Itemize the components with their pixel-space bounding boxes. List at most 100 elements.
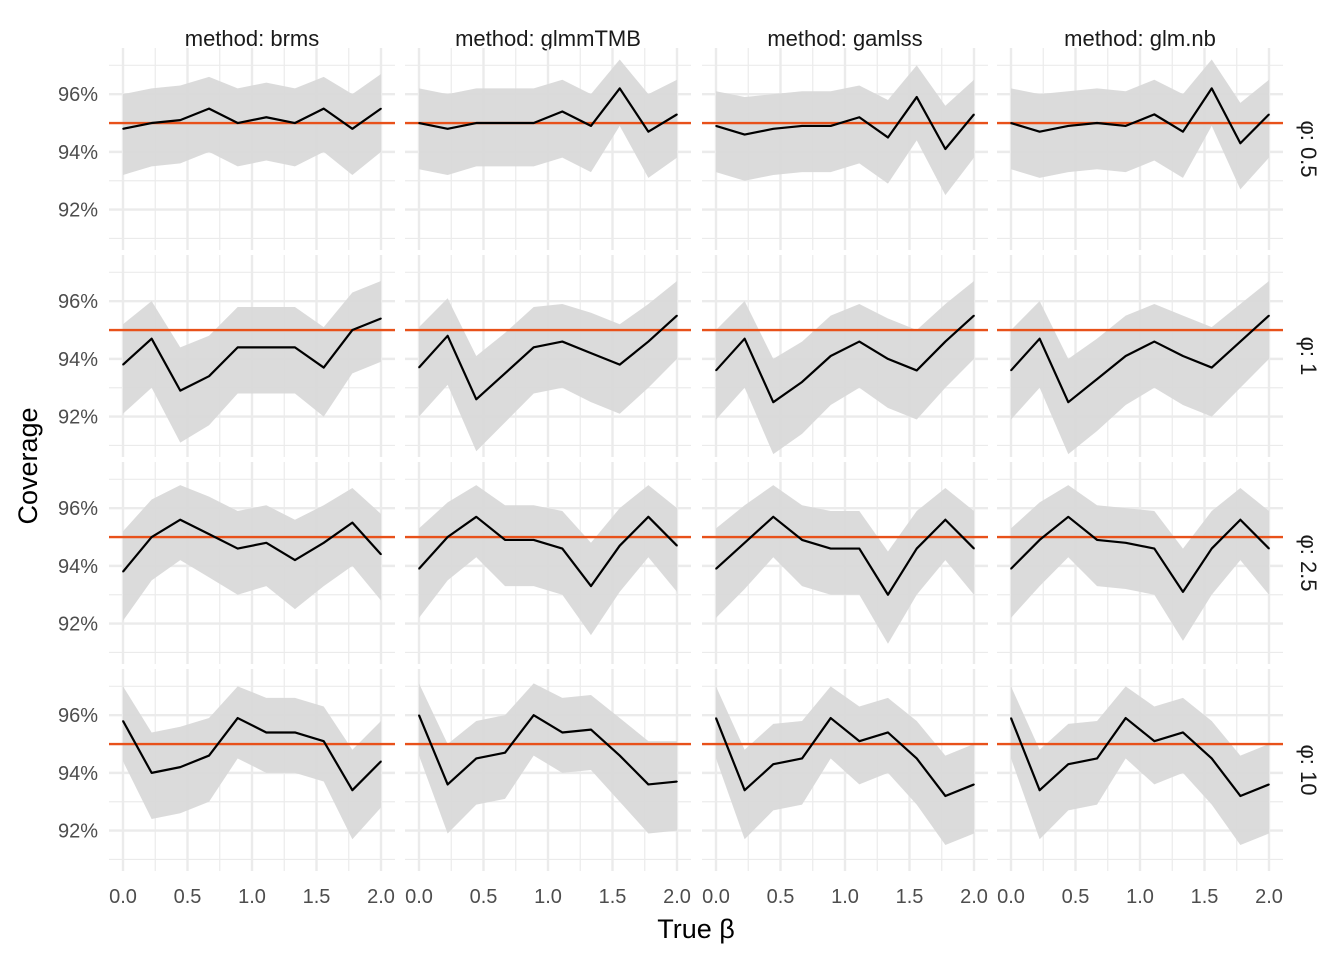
coverage-point — [446, 783, 449, 786]
y-tick-label: 96% — [58, 84, 98, 106]
coverage-point — [676, 780, 678, 783]
coverage-line — [122, 107, 382, 130]
coverage-point — [915, 96, 918, 98]
coverage-point — [122, 363, 124, 366]
coverage-point — [1096, 378, 1098, 380]
coverage-point — [944, 148, 947, 150]
coverage-point — [504, 122, 506, 124]
x-tick-label: 1.5 — [303, 886, 331, 908]
coverage-point — [1067, 401, 1070, 403]
coverage-line — [122, 317, 382, 392]
coverage-point — [944, 340, 947, 343]
x-axis-title: True β — [657, 914, 735, 944]
coverage-point — [475, 122, 478, 124]
coverage-point — [801, 757, 803, 760]
coverage-point — [772, 516, 775, 518]
coverage-point — [150, 772, 153, 774]
coverage-point — [122, 570, 124, 573]
coverage-point — [561, 110, 564, 113]
facet-strip-label: method: brms — [185, 26, 320, 51]
confidence-band — [1011, 280, 1269, 455]
coverage-point — [1153, 740, 1156, 742]
facet-strip-label: φ: 0.5 — [1296, 120, 1321, 177]
coverage-point — [294, 346, 296, 349]
coverage-point — [1067, 763, 1070, 766]
confidence-band — [419, 59, 677, 178]
confidence-band — [716, 65, 974, 196]
coverage-line — [715, 95, 975, 151]
x-tick-label: 1.0 — [238, 886, 266, 908]
coverage-point — [504, 751, 506, 754]
coverage-point — [801, 125, 803, 127]
coverage-point — [772, 763, 775, 766]
coverage-point — [1182, 731, 1184, 734]
coverage-point — [829, 355, 832, 357]
y-tick-label: 92% — [58, 821, 98, 843]
coverage-point — [351, 128, 354, 130]
facet-strip-label: method: glm.nb — [1064, 26, 1216, 51]
coverage-point — [1182, 130, 1184, 133]
x-tick-label: 2.0 — [1255, 886, 1283, 908]
coverage-point — [265, 731, 268, 734]
coverage-point — [590, 585, 592, 587]
confidence-band — [1011, 59, 1269, 190]
coverage-point — [1067, 516, 1070, 518]
coverage-point — [1038, 539, 1041, 541]
coverage-point — [973, 113, 975, 116]
y-tick-label: 96% — [58, 705, 98, 727]
coverage-point — [179, 119, 182, 121]
coverage-point — [1124, 125, 1127, 127]
coverage-point — [1210, 87, 1213, 90]
coverage-line — [417, 714, 678, 786]
coverage-point — [1153, 113, 1156, 116]
coverage-point — [1010, 122, 1012, 124]
coverage-line — [418, 314, 678, 401]
y-tick-label: 96% — [58, 291, 98, 313]
coverage-point — [504, 372, 506, 375]
confidence-band — [419, 683, 677, 834]
confidence-band — [716, 686, 974, 846]
coverage-point — [1182, 591, 1184, 593]
coverage-point — [322, 366, 325, 369]
coverage-line — [1010, 314, 1270, 404]
x-tick-label: 2.0 — [663, 886, 691, 908]
coverage-point — [1210, 366, 1213, 369]
coverage-point — [1268, 314, 1270, 317]
coverage-point — [1239, 795, 1242, 797]
x-tick-label: 0.0 — [702, 886, 730, 908]
coverage-point — [418, 567, 420, 570]
coverage-point — [179, 766, 182, 768]
x-tick-label: 1.5 — [1191, 886, 1219, 908]
coverage-point — [801, 539, 803, 541]
coverage-point — [561, 731, 564, 734]
coverage-point — [208, 533, 210, 535]
coverage-point — [208, 107, 210, 110]
coverage-point — [236, 122, 239, 124]
coverage-point — [829, 547, 832, 550]
coverage-point — [1038, 337, 1041, 340]
coverage-point — [676, 314, 678, 317]
coverage-point — [915, 369, 918, 372]
coverage-point — [322, 107, 325, 110]
coverage-point — [743, 542, 746, 544]
coverage-point — [973, 547, 975, 550]
coverage-point — [647, 516, 650, 518]
coverage-point — [743, 789, 746, 791]
facet-strip-label: method: glmmTMB — [455, 26, 641, 51]
coverage-point — [1153, 340, 1156, 343]
coverage-point — [351, 521, 354, 524]
coverage-point — [1239, 142, 1242, 145]
coverage-point — [1096, 757, 1098, 760]
facet-strip-label: φ: 1 — [1296, 337, 1321, 376]
y-axis-title: Coverage — [13, 407, 43, 524]
coverage-point — [1239, 518, 1242, 521]
coverage-point — [532, 346, 535, 349]
coverage-point — [380, 107, 382, 110]
coverage-point — [743, 337, 746, 340]
x-tick-label: 2.0 — [367, 886, 395, 908]
coverage-point — [532, 539, 535, 541]
coverage-point — [1067, 125, 1070, 127]
y-tick-label: 94% — [58, 763, 98, 785]
coverage-point — [915, 547, 918, 550]
y-tick-label: 92% — [58, 614, 98, 636]
